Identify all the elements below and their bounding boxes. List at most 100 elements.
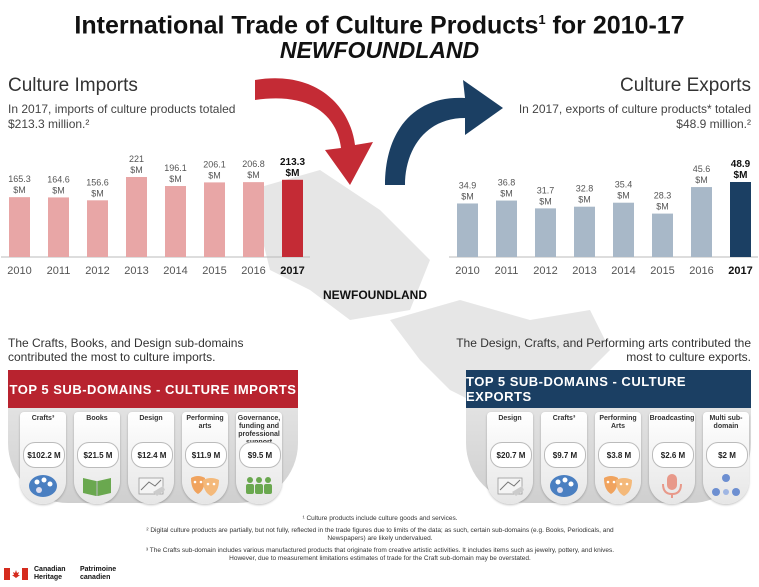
imports-card-5: Governance, funding and professional sup… bbox=[236, 412, 282, 504]
exports-unit-label-2011: $M bbox=[500, 189, 513, 199]
imports-value-label-2015: 206.1 bbox=[203, 159, 226, 169]
exports-unit-label-2013: $M bbox=[578, 195, 591, 205]
exports-card-2: Crafts³ $9.7 M bbox=[541, 412, 587, 504]
exports-value-label-2016: 45.6 bbox=[693, 164, 711, 174]
map-label: NEWFOUNDLAND bbox=[323, 288, 427, 302]
exports-contribution-text: The Design, Crafts, and Performing arts … bbox=[456, 336, 751, 364]
imports-year-label-2015: 2015 bbox=[202, 265, 226, 277]
exports-year-label-2016: 2016 bbox=[689, 265, 713, 277]
page-subtitle: NEWFOUNDLAND bbox=[279, 37, 480, 63]
imports-card-label: Books bbox=[86, 415, 108, 422]
exports-card-value: $20.7 M bbox=[490, 442, 532, 468]
exports-card-label: Multi sub-domain bbox=[709, 415, 743, 430]
exports-card-value: $2.6 M bbox=[652, 442, 694, 468]
canadian-heritage-logo: Canadian Heritage Patrimoine canadien bbox=[4, 566, 130, 582]
exports-value-label-2014: 35.4 bbox=[615, 180, 633, 190]
people-meeting-icon bbox=[246, 477, 272, 494]
exports-year-label-2015: 2015 bbox=[650, 265, 674, 277]
exports-bar-2012 bbox=[535, 208, 556, 257]
imports-year-label-2017: 2017 bbox=[280, 265, 304, 277]
exports-value-label-2015: 28.3 bbox=[654, 191, 672, 201]
exports-heading: Culture Exports bbox=[620, 75, 751, 96]
exports-year-label-2013: 2013 bbox=[572, 265, 596, 277]
footnote-2: ² Digital culture products are partially… bbox=[146, 526, 614, 543]
exports-value-label-2017: 48.9 bbox=[731, 159, 751, 170]
imports-bar-2010 bbox=[9, 197, 30, 257]
exports-card-3: Performing Arts $3.8 M bbox=[595, 412, 641, 504]
theatre-masks-icon bbox=[604, 476, 632, 496]
imports-card-label: Performing arts bbox=[186, 415, 224, 430]
imports-unit-label-2014: $M bbox=[169, 174, 182, 184]
imports-card-2: Books $21.5 M bbox=[74, 412, 120, 504]
imports-bar-2014 bbox=[165, 186, 186, 257]
exports-bar-2011 bbox=[496, 200, 517, 257]
imports-card-label: Design bbox=[139, 415, 163, 422]
imports-bar-2011 bbox=[48, 197, 69, 257]
imports-bar-2015 bbox=[204, 182, 225, 257]
imports-card-4: Performing arts $11.9 M bbox=[182, 412, 228, 504]
imports-unit-label-2015: $M bbox=[208, 170, 221, 180]
exports-year-label-2014: 2014 bbox=[611, 265, 635, 277]
imports-unit-label-2017: $M bbox=[286, 168, 300, 179]
exports-value-label-2010: 34.9 bbox=[459, 180, 477, 190]
imports-unit-label-2012: $M bbox=[91, 188, 104, 198]
imports-value-label-2017: 213.3 bbox=[280, 157, 305, 168]
exports-card-value: $3.8 M bbox=[598, 442, 640, 468]
imports-unit-label-2010: $M bbox=[13, 185, 26, 195]
canada-flag-icon bbox=[4, 568, 28, 580]
imports-card-value: $102.2 M bbox=[23, 442, 65, 468]
exports-unit-label-2016: $M bbox=[695, 175, 708, 185]
footnotes: ¹ Culture products include culture goods… bbox=[145, 515, 615, 567]
imports-unit-label-2011: $M bbox=[52, 185, 65, 195]
exports-value-label-2011: 36.8 bbox=[498, 178, 516, 188]
exports-value-label-2013: 32.8 bbox=[576, 184, 594, 194]
imports-bar-2012 bbox=[87, 200, 108, 257]
canadian-heritage-fr: Patrimoine canadien bbox=[80, 566, 117, 581]
exports-top5-banner: TOP 5 SUB-DOMAINS - CULTURE EXPORTS bbox=[466, 370, 751, 408]
imports-year-label-2014: 2014 bbox=[163, 265, 187, 277]
book-icon bbox=[83, 478, 111, 496]
imports-value-label-2012: 156.6 bbox=[86, 177, 109, 187]
exports-bar-2014 bbox=[613, 202, 634, 257]
imports-contribution-text: The Crafts, Books, and Design sub-domain… bbox=[8, 336, 244, 364]
exports-unit-label-2012: $M bbox=[539, 196, 552, 206]
exports-unit-label-2014: $M bbox=[617, 191, 630, 201]
exports-bar-chart: 34.9$M201036.8$M201131.7$M201232.8$M2013… bbox=[449, 159, 758, 277]
imports-card-1: Crafts³ $102.2 M bbox=[20, 412, 66, 504]
exports-bar-2015 bbox=[652, 213, 673, 257]
imports-value-label-2014: 196.1 bbox=[164, 163, 187, 173]
imports-bar-2013 bbox=[126, 177, 147, 257]
exports-unit-label-2010: $M bbox=[461, 191, 474, 201]
imports-summary: In 2017, imports of culture products tot… bbox=[8, 102, 236, 131]
import-arrow-icon bbox=[255, 78, 373, 185]
network-icon bbox=[712, 474, 740, 496]
imports-card-label: Crafts³ bbox=[31, 415, 55, 422]
canadian-heritage-en: Canadian Heritage bbox=[34, 566, 66, 581]
exports-year-label-2011: 2011 bbox=[495, 265, 519, 277]
drawing-hand-icon bbox=[138, 477, 165, 496]
imports-unit-label-2016: $M bbox=[247, 170, 260, 180]
imports-value-label-2011: 164.6 bbox=[47, 174, 70, 184]
imports-year-label-2010: 2010 bbox=[7, 265, 31, 277]
exports-bar-2016 bbox=[691, 187, 712, 257]
exports-year-label-2012: 2012 bbox=[533, 265, 557, 277]
exports-card-label: Performing Arts bbox=[599, 415, 637, 430]
imports-bar-2016 bbox=[243, 182, 264, 257]
imports-year-label-2011: 2011 bbox=[47, 265, 71, 277]
exports-card-value: $2 M bbox=[706, 442, 748, 468]
imports-heading: Culture Imports bbox=[8, 75, 138, 96]
imports-unit-label-2013: $M bbox=[130, 165, 143, 175]
export-arrow-icon bbox=[385, 80, 503, 185]
palette-icon bbox=[29, 475, 57, 497]
exports-unit-label-2017: $M bbox=[734, 170, 748, 181]
microphone-icon bbox=[662, 474, 682, 498]
imports-year-label-2012: 2012 bbox=[85, 265, 109, 277]
imports-value-label-2016: 206.8 bbox=[242, 159, 265, 169]
imports-value-label-2010: 165.3 bbox=[8, 174, 31, 184]
footnote-3: ³ The Crafts sub-domain includes various… bbox=[145, 546, 615, 563]
exports-year-label-2010: 2010 bbox=[455, 265, 479, 277]
imports-bar-chart: 165.3$M2010164.6$M2011156.6$M2012221$M20… bbox=[1, 154, 310, 277]
exports-card-label: Design bbox=[498, 415, 522, 422]
exports-year-label-2017: 2017 bbox=[728, 265, 752, 277]
exports-card-value: $9.7 M bbox=[544, 442, 586, 468]
